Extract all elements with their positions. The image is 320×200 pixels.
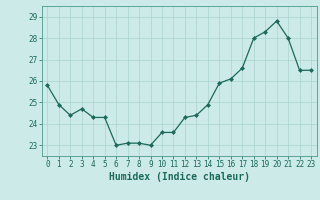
X-axis label: Humidex (Indice chaleur): Humidex (Indice chaleur)	[109, 172, 250, 182]
